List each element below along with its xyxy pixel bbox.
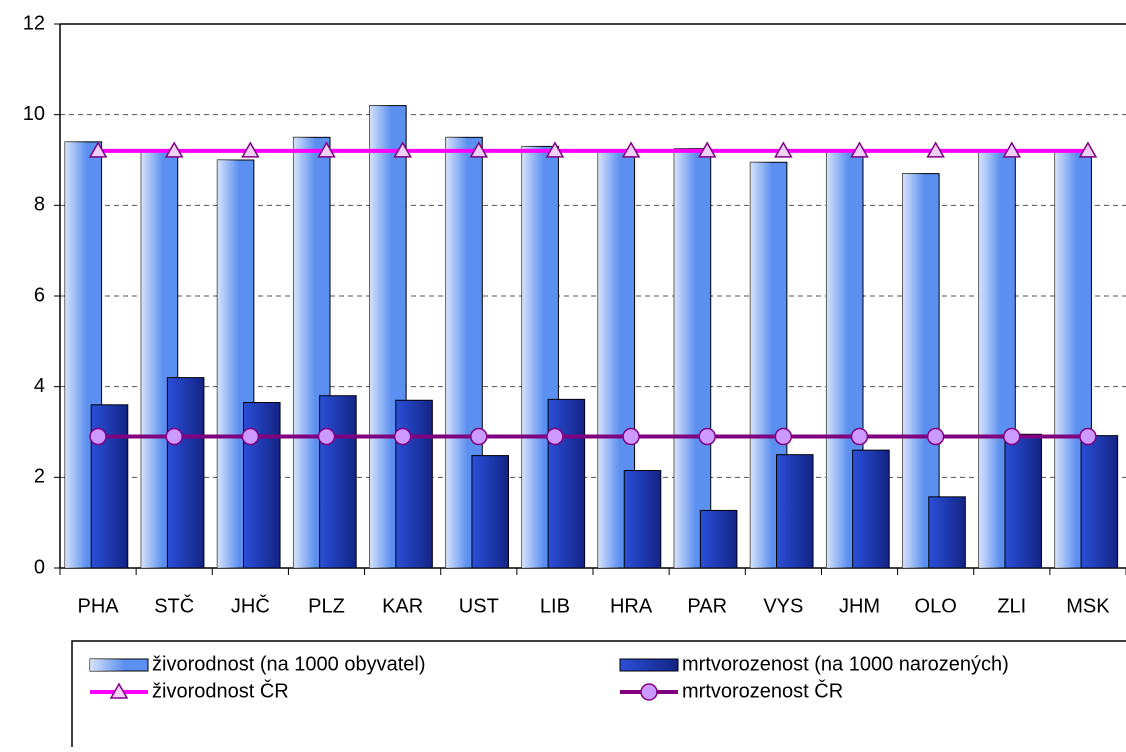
x-tick-label: MSK — [1066, 595, 1110, 617]
x-tick-label: PLZ — [308, 595, 345, 617]
marker — [109, 682, 129, 699]
marker — [1002, 141, 1022, 158]
x-tick-label: OLO — [915, 595, 957, 617]
marker — [698, 427, 716, 446]
x-tick-label: JHČ — [231, 594, 270, 617]
x-tick-label: JHM — [839, 595, 880, 617]
x-tick-label: VYS — [763, 595, 803, 617]
bar-shade — [928, 496, 966, 568]
marker — [850, 141, 869, 158]
marker — [241, 427, 260, 446]
bar-shade — [1004, 434, 1042, 568]
x-tick-label: ZLI — [997, 595, 1026, 617]
x-tick-label: KAR — [382, 595, 423, 617]
marker — [470, 427, 488, 446]
marker — [546, 427, 564, 446]
y-tick-label: 2 — [34, 466, 45, 488]
marker — [469, 141, 489, 158]
x-tick-label: STČ — [154, 594, 194, 617]
legend-swatch-shade — [620, 659, 678, 671]
y-tick-label: 12 — [23, 12, 45, 34]
marker — [89, 427, 107, 446]
marker — [622, 427, 640, 446]
bar-shade — [243, 402, 281, 568]
bar-shade — [674, 148, 711, 568]
y-tick-label: 10 — [23, 103, 45, 125]
bar-shade — [852, 450, 890, 568]
marker — [697, 141, 717, 158]
marker — [164, 141, 184, 158]
legend-label: mrtvorozenost (na 1000 narozených) — [682, 653, 1009, 675]
marker — [926, 427, 945, 446]
x-tick-label: LIB — [540, 595, 570, 617]
y-tick-label: 4 — [34, 375, 45, 397]
x-tick-label: PAR — [687, 595, 727, 617]
marker — [317, 427, 336, 446]
marker — [393, 427, 412, 446]
marker — [1079, 427, 1097, 446]
marker — [774, 427, 793, 446]
bar-shade — [319, 395, 357, 568]
bar-shade — [776, 454, 814, 568]
x-tick-label: PHA — [78, 595, 120, 617]
bar-shade — [548, 399, 585, 568]
marker — [774, 141, 793, 158]
y-tick-label: 0 — [34, 556, 45, 578]
legend-swatch-shade — [90, 659, 148, 671]
marker — [640, 683, 658, 701]
legend-label: živorodnost ČR — [152, 679, 289, 702]
marker — [1003, 427, 1021, 446]
legend-box — [71, 640, 1126, 752]
marker — [545, 141, 565, 158]
marker — [1078, 141, 1098, 158]
legend-label: živorodnost (na 1000 obyvatel) — [152, 653, 426, 675]
marker — [393, 141, 412, 158]
marker — [621, 141, 641, 158]
bar-shade — [624, 470, 661, 568]
bar-shade — [700, 510, 737, 568]
legend-label: mrtvorozenost ČR — [682, 679, 843, 702]
y-tick-label: 8 — [34, 194, 45, 216]
bar-shade — [167, 377, 204, 568]
marker — [165, 427, 183, 446]
bar-shade — [395, 400, 433, 568]
marker — [88, 141, 108, 158]
bar-shade — [1081, 435, 1118, 568]
marker — [850, 427, 869, 446]
y-tick-label: 6 — [34, 284, 45, 306]
x-tick-label: HRA — [610, 595, 653, 617]
marker — [926, 141, 945, 158]
marker — [317, 141, 336, 158]
marker — [241, 141, 260, 158]
bar-shade — [471, 455, 509, 568]
x-tick-label: UST — [459, 595, 499, 617]
